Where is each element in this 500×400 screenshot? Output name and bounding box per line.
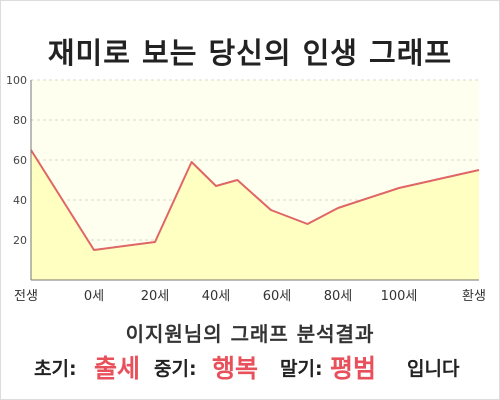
- x-tick-label: 80세: [324, 289, 353, 304]
- y-tick-label: 20: [13, 234, 27, 247]
- mid-value: 행복: [212, 354, 259, 383]
- x-tick-label: 전생: [14, 289, 38, 304]
- mid-label: 중기:: [154, 358, 197, 380]
- ending-text: 입니다: [407, 358, 460, 380]
- life-graph-chart: 20 40 60 80 100 전생 0세 20세 40세 60세 80세 100세 환생: [6, 74, 486, 304]
- area-fill: [31, 150, 479, 280]
- late-value: 평범: [330, 354, 377, 383]
- x-tick-label: 60세: [263, 289, 292, 304]
- y-tick-label: 40: [13, 194, 27, 207]
- page-title: 재미로 보는 당신의 인생 그래프: [47, 36, 453, 70]
- x-tick-label: 환생: [462, 289, 486, 304]
- analysis-result: 초기: 출세 중기: 행복 말기: 평범 입니다: [0, 348, 500, 383]
- x-tick-label: 100세: [381, 289, 418, 304]
- x-tick-label: 40세: [202, 289, 231, 304]
- analysis-subtitle: 이지원님의 그래프 분석결과: [125, 322, 375, 346]
- y-tick-label: 60: [13, 154, 27, 167]
- x-tick-label: 20세: [141, 289, 170, 304]
- early-label: 초기:: [34, 358, 77, 380]
- y-tick-label: 80: [13, 114, 27, 127]
- x-tick-label: 0세: [84, 289, 104, 304]
- late-label: 말기:: [280, 358, 323, 380]
- series-line: [30, 149, 480, 251]
- y-tick-label: 100: [6, 74, 27, 87]
- early-value: 출세: [94, 354, 141, 383]
